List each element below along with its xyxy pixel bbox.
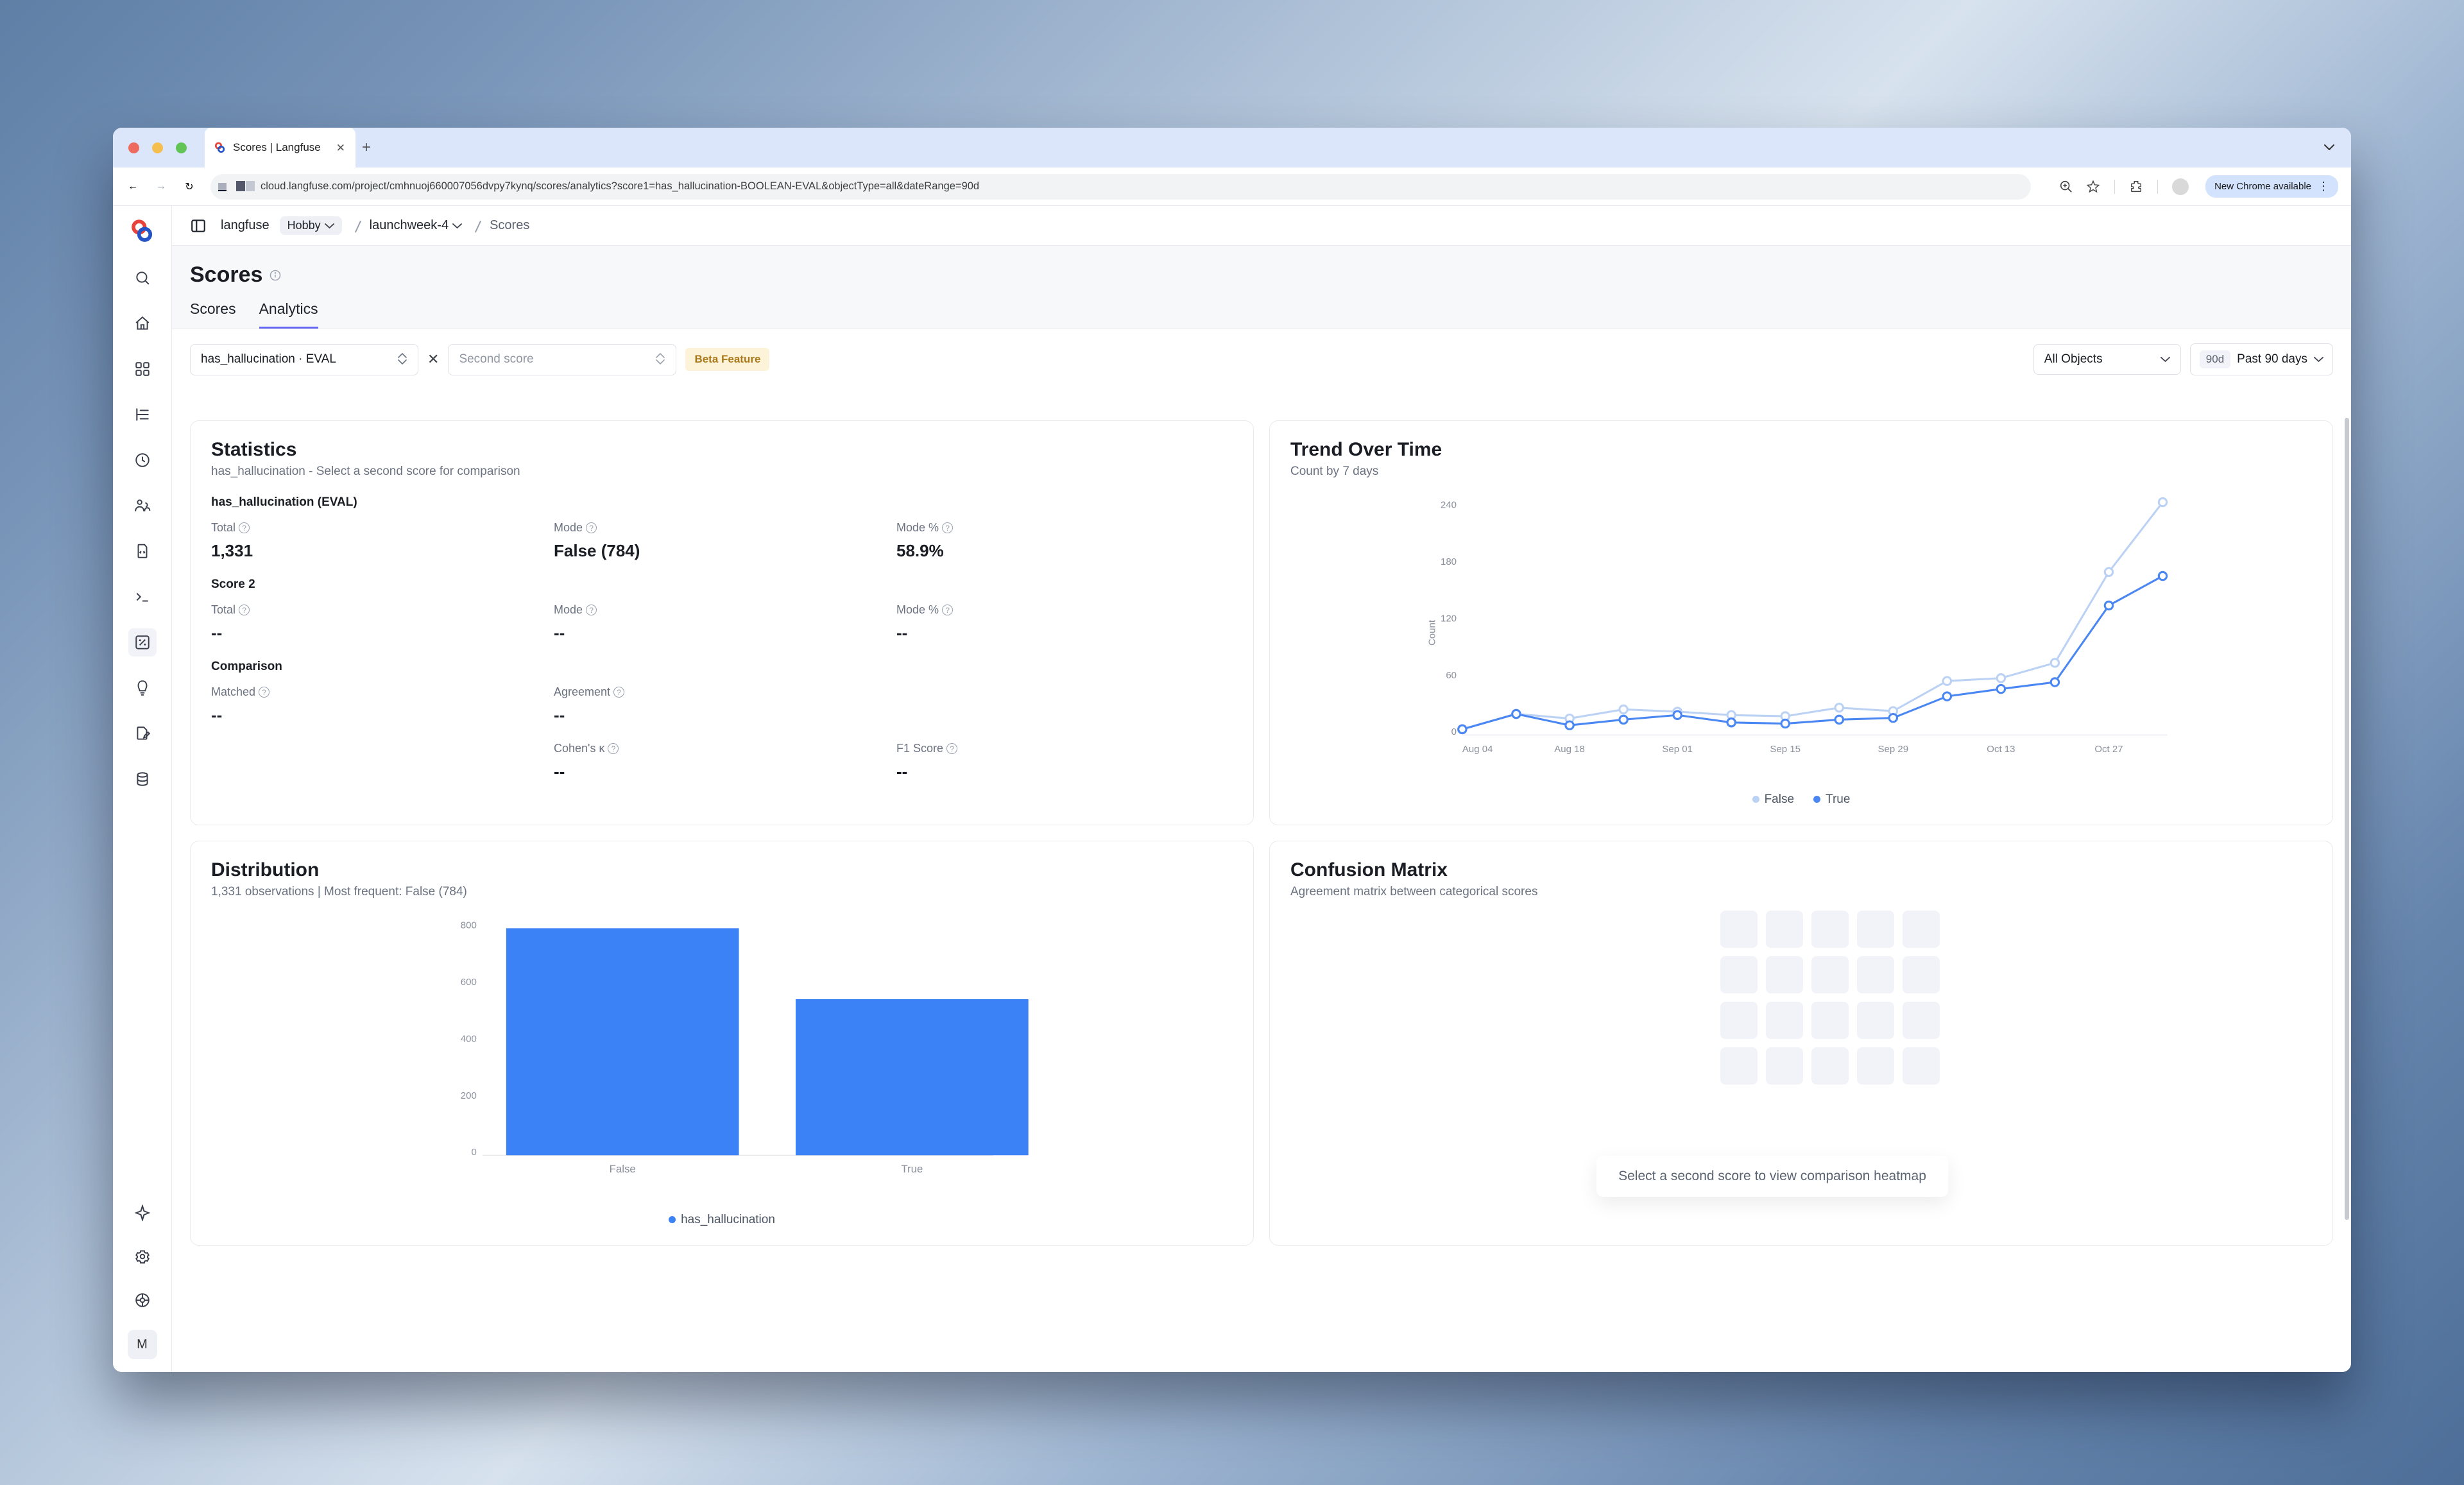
svg-text:0: 0 [471, 1147, 476, 1158]
svg-text:600: 600 [461, 977, 477, 988]
svg-text:Sep 29: Sep 29 [1878, 744, 1909, 755]
svg-text:True: True [901, 1163, 923, 1175]
svg-text:60: 60 [1446, 670, 1457, 681]
svg-text:0: 0 [1451, 726, 1457, 737]
svg-text:120: 120 [1441, 613, 1457, 624]
svg-text:Oct 27: Oct 27 [2094, 744, 2123, 755]
svg-text:240: 240 [1441, 499, 1457, 510]
svg-text:False: False [610, 1163, 636, 1175]
svg-text:Count: Count [1426, 619, 1437, 646]
svg-text:800: 800 [461, 920, 477, 931]
svg-text:200: 200 [461, 1090, 477, 1101]
svg-text:Sep 01: Sep 01 [1662, 744, 1693, 755]
svg-text:180: 180 [1441, 556, 1457, 567]
svg-text:Aug 04: Aug 04 [1462, 744, 1493, 755]
svg-text:Oct 13: Oct 13 [1987, 744, 2015, 755]
svg-text:400: 400 [461, 1033, 477, 1044]
svg-text:Sep 15: Sep 15 [1770, 744, 1801, 755]
svg-text:Aug 18: Aug 18 [1554, 744, 1585, 755]
